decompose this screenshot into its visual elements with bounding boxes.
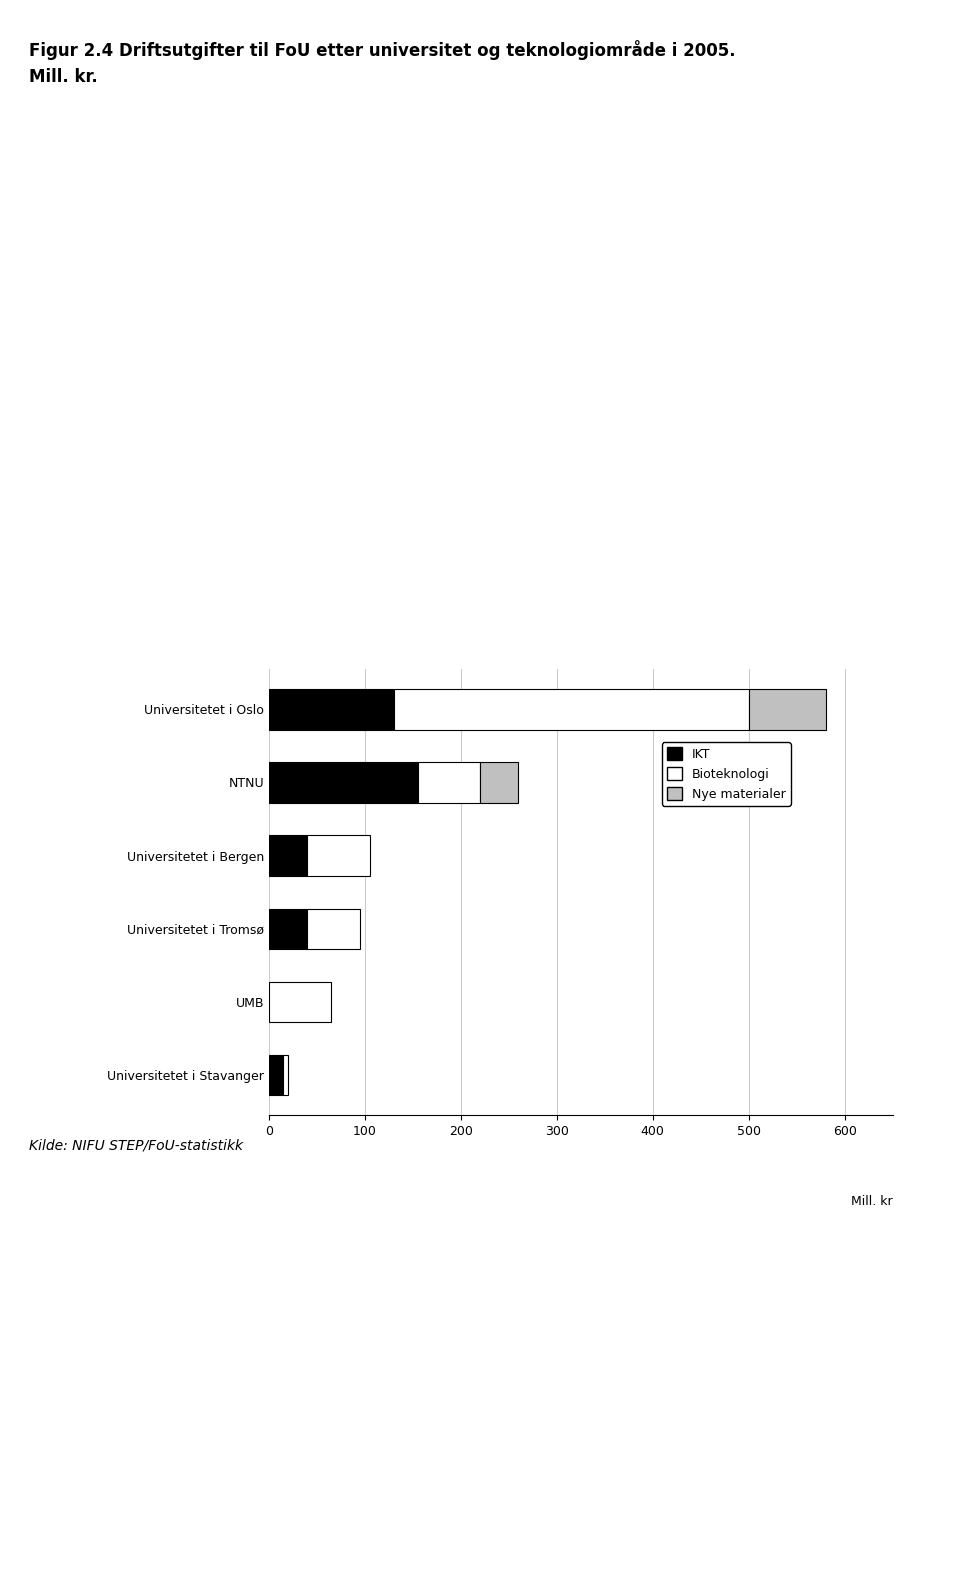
Bar <box>269 835 307 876</box>
Text: Kilde: NIFU STEP/FoU-statistikk: Kilde: NIFU STEP/FoU-statistikk <box>29 1139 243 1153</box>
Bar <box>480 763 518 803</box>
Bar <box>749 690 826 730</box>
Text: Mill. kr.: Mill. kr. <box>29 68 98 86</box>
Bar <box>394 690 749 730</box>
Bar <box>269 690 394 730</box>
Bar <box>269 908 307 949</box>
Bar <box>269 981 331 1021</box>
Bar <box>307 908 360 949</box>
Bar <box>418 763 480 803</box>
Text: Figur 2.4 Driftsutgifter til FoU etter universitet og teknologiområde i 2005.: Figur 2.4 Driftsutgifter til FoU etter u… <box>29 40 735 61</box>
Bar <box>269 1055 283 1094</box>
Bar <box>283 1055 288 1094</box>
Bar <box>269 763 418 803</box>
Text: Mill. kr: Mill. kr <box>852 1195 893 1209</box>
Legend: IKT, Bioteknologi, Nye materialer: IKT, Bioteknologi, Nye materialer <box>662 742 791 806</box>
Bar <box>307 835 370 876</box>
